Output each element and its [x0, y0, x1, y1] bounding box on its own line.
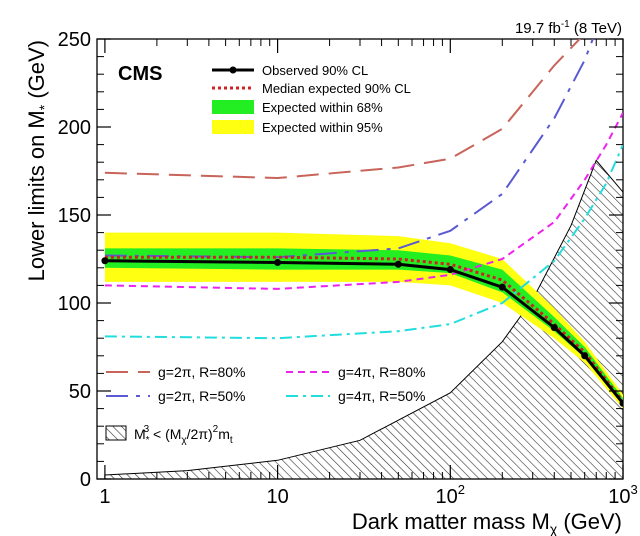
reference-legend-label: g=4π, R=80% — [338, 364, 426, 380]
y-tick-label: 100 — [58, 293, 91, 315]
reference-curve-g2pi-r80 — [104, 39, 582, 180]
axes-layer: 1 10 102 103 0 50 100 150 200 250 — [58, 29, 638, 508]
legend-label: Expected within 68% — [262, 100, 383, 115]
data-layer — [101, 39, 623, 479]
reference-legend-label: g=4π, R=50% — [338, 388, 426, 404]
y-tick-label: 200 — [58, 117, 91, 139]
reference-curve-g4pi-r80 — [104, 112, 623, 290]
reference-curve-g2pi-r50 — [104, 39, 594, 259]
legend-swatch-band68 — [212, 100, 254, 114]
y-axis-title: Lower limits on M* (GeV) — [24, 40, 52, 281]
observed-point — [550, 324, 558, 332]
reference-curve-g4pi-r50 — [104, 144, 623, 340]
reference-legend-label: g=2π, R=80% — [158, 364, 246, 380]
observed-line — [104, 259, 623, 405]
x-tick-label: 1 — [99, 486, 110, 508]
y-tick-label: 0 — [80, 469, 91, 491]
legend-label: Observed 90% CL — [262, 63, 368, 78]
observed-point — [394, 260, 402, 268]
x-tick-label: 10 — [266, 486, 288, 508]
observed-point — [581, 352, 589, 360]
expected-median-line — [104, 255, 623, 403]
lumi-label: 19.7 fb-1 (8 TeV) — [515, 19, 622, 37]
excluded-legend-label: M*3 < (Mχ/2π)2mt — [134, 424, 233, 446]
legend-swatch-band95 — [212, 120, 254, 134]
y-tick-label: 150 — [58, 205, 91, 227]
observed-point — [619, 399, 623, 407]
x-tick-label: 102 — [436, 482, 465, 508]
experiment-label: CMS — [118, 63, 162, 85]
legend: Observed 90% CL Median expected 90% CL Exp… — [212, 63, 411, 135]
y-tick-label: 250 — [58, 29, 91, 51]
legend-marker-observed — [229, 66, 237, 74]
excluded-legend-swatch — [105, 425, 127, 441]
observed-point — [101, 257, 109, 265]
x-axis-title: Dark matter mass Mχ (GeV) — [352, 509, 622, 536]
observed-point — [446, 266, 454, 274]
x-tick-label: 103 — [608, 482, 637, 508]
band-68 — [104, 248, 623, 406]
excluded-region-legend: M*3 < (Mχ/2π)2mt — [105, 424, 233, 446]
reference-legend-label: g=2π, R=50% — [158, 388, 246, 404]
observed-point — [274, 259, 282, 267]
y-tick-label: 50 — [69, 381, 91, 403]
observed-point — [498, 283, 506, 291]
reference-legend: g=2π, R=80% g=2π, R=50% g=4π, R=80% g=4π, R… — [106, 364, 426, 404]
legend-label: Median expected 90% CL — [262, 81, 411, 96]
legend-label: Expected within 95% — [262, 120, 383, 135]
